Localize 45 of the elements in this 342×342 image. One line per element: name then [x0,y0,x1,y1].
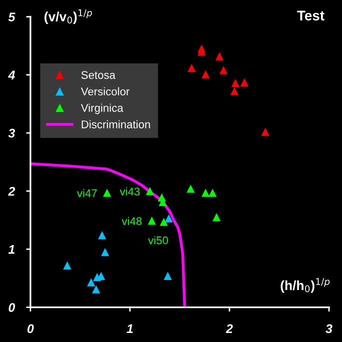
point [188,64,196,72]
point [103,188,112,197]
annotation: vi48 [122,216,142,226]
point [160,218,168,226]
legend-label: Setosa [81,71,116,79]
point [202,70,210,78]
point [146,187,154,196]
point [186,184,195,193]
chart-title: Test [297,10,324,20]
x-tick-label: 0 [27,324,34,334]
legend-label: Versicolor [80,87,130,96]
point [164,272,172,280]
legend-label: Virginica [80,104,124,114]
point [212,213,221,222]
point [231,78,240,88]
y-tick-label: 3 [8,128,16,138]
point [63,261,72,270]
point [215,52,224,60]
x-axis-title: (h/h$_{0}$)$^{1/p}$ [280,278,330,293]
point [164,214,173,222]
point [202,188,210,197]
x-tick-label: 1 [126,324,133,334]
point [261,128,270,136]
annotation: vi50 [148,236,168,244]
point [219,66,228,74]
y-tick-label: 1 [8,245,14,254]
y-tick-label: 0 [8,303,16,312]
annotation: vi43 [120,187,140,196]
y-tick-label: 5 [8,12,16,22]
point [92,285,100,294]
y-tick-label: 2 [8,186,16,196]
point [240,78,248,86]
point [101,248,110,256]
point [87,278,96,286]
line-series [30,162,186,308]
point [208,188,217,197]
y-axis-title: (v/v$_{0}$)$^{1/p}$ [44,9,92,24]
y-tick-label: 4 [8,70,15,80]
annotation: vi47 [77,189,97,198]
x-tick-label: 2 [226,324,233,334]
point [98,231,106,240]
legend-label: Discrimination [82,120,150,128]
point [230,87,239,96]
point [148,216,156,225]
x-tick-label: 3 [326,324,332,334]
